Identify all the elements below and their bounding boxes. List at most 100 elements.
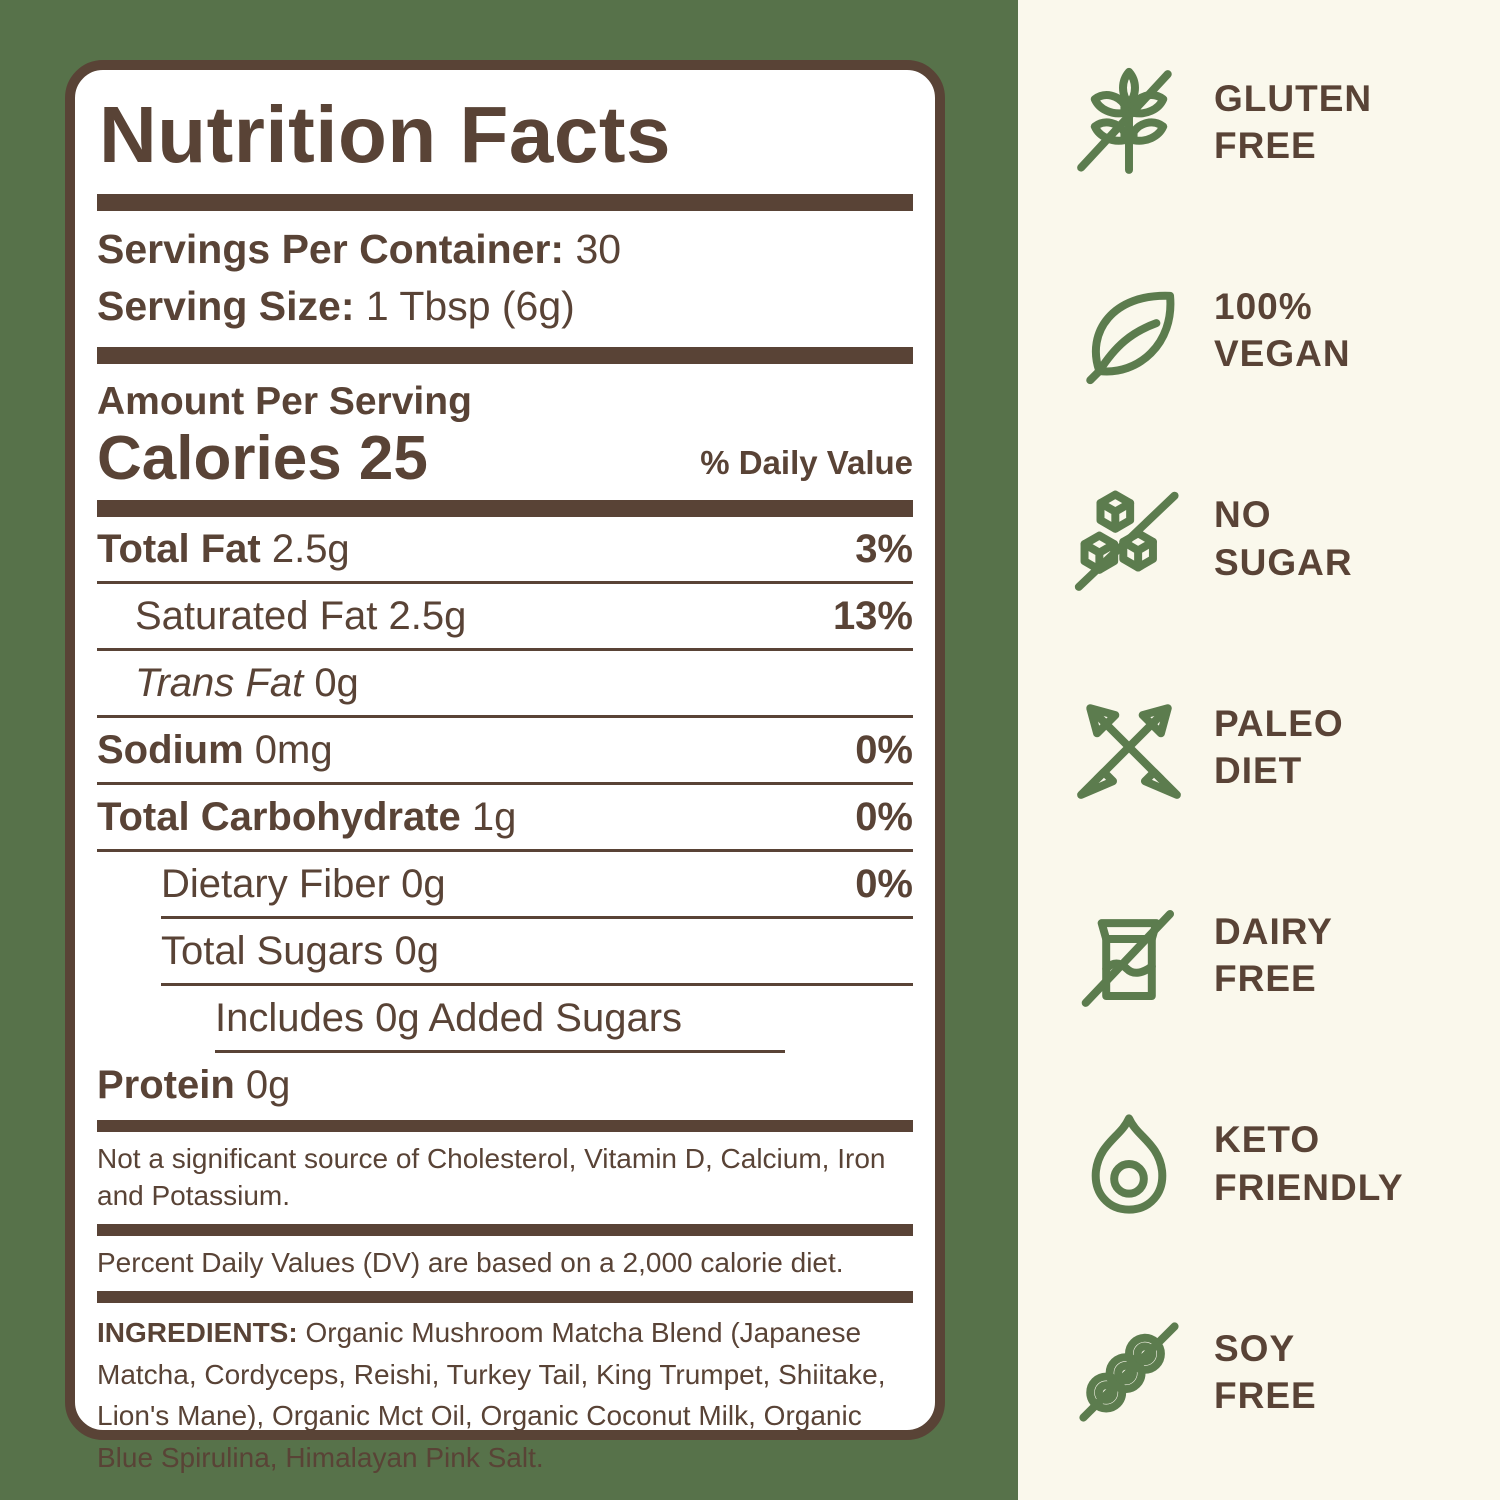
ingredients-text: Organic Mushroom Matcha Blend (Japanese …: [97, 1317, 886, 1473]
footnote-daily-values: Percent Daily Values (DV) are based on a…: [97, 1247, 844, 1279]
avocado-icon: [1070, 1105, 1188, 1223]
nutrient-amount: 2.5g: [388, 594, 467, 639]
nutrient-name-amount: Trans Fat 0g: [135, 660, 359, 706]
row-separator: [97, 581, 913, 585]
sugar-cubes-slash-icon: [1070, 480, 1188, 598]
ingredients: INGREDIENTS: Organic Mushroom Matcha Ble…: [97, 1312, 913, 1478]
nutrient-row: Saturated Fat 2.5g 13%: [97, 584, 913, 648]
milk-carton-slash-icon: [1070, 896, 1188, 1014]
serving-info: Servings Per Container: 30 Serving Size:…: [97, 221, 913, 336]
nutrient-name: Total Sugars: [161, 929, 384, 974]
nutrient-name: Includes 0g Added Sugars: [215, 996, 683, 1041]
nutrient-daily-value: 0%: [855, 862, 913, 907]
badge-dairy-free: DAIRY FREE: [1070, 891, 1490, 1019]
nutrient-amount: 0g: [401, 862, 446, 907]
servings-per-container: Servings Per Container: 30: [97, 221, 913, 278]
nutrient-amount: 1g: [471, 795, 517, 840]
serving-size-value: 1 Tbsp (6g): [365, 282, 575, 329]
badge-label: GLUTEN FREE: [1214, 75, 1372, 170]
leaf-icon: [1070, 271, 1188, 389]
badge-gluten-free: GLUTEN FREE: [1070, 58, 1490, 186]
nutrient-daily-value: 13%: [832, 594, 913, 639]
nutrient-name-amount: Dietary Fiber 0g: [161, 861, 446, 907]
nutrition-facts-label: Nutrition Facts Servings Per Container: …: [65, 60, 945, 1473]
badge-paleo-diet: PALEO DIET: [1070, 683, 1490, 811]
wheat-slash-icon: [1070, 63, 1188, 181]
badge-label-line: NO: [1214, 494, 1272, 536]
divider-bar: [97, 500, 913, 518]
nutrient-name: Saturated Fat: [135, 594, 378, 639]
nutrient-row: Sodium 0mg 0%: [97, 718, 913, 782]
divider-bar: [97, 347, 913, 365]
nutrient-name-amount: Sodium 0mg: [97, 727, 333, 773]
nutrient-row: Includes 0g Added Sugars: [97, 986, 913, 1050]
row-separator: [161, 916, 913, 920]
nutrient-name: Protein: [97, 1063, 235, 1108]
nutrient-name-amount: Saturated Fat 2.5g: [135, 593, 466, 639]
divider-bar: [97, 1120, 913, 1133]
daily-value-header: % Daily Value: [700, 444, 913, 482]
badge-label: NO SUGAR: [1214, 491, 1353, 586]
nutrient-daily-value: 0%: [855, 728, 913, 773]
servings-per-container-value: 30: [575, 225, 622, 272]
nutrient-name-amount: Total Carbohydrate 1g: [97, 794, 516, 840]
badge-label-line: GLUTEN: [1214, 77, 1373, 119]
badge-label: KETO FRIENDLY: [1214, 1116, 1404, 1211]
serving-size-label: Serving Size:: [97, 282, 355, 329]
nutrient-amount: 0g: [245, 1063, 291, 1108]
nutrient-daily-value: 0%: [855, 795, 913, 840]
badge-keto-friendly: KETO FRIENDLY: [1070, 1100, 1490, 1228]
nutrient-rows: Total Fat 2.5g 3% Saturated Fat 2.5g 13% Tra…: [97, 517, 913, 1117]
divider-bar: [97, 1224, 913, 1237]
nutrient-name-amount: Total Fat 2.5g: [97, 526, 350, 572]
nutrient-name: Total Fat: [97, 527, 261, 572]
crossed-arrows-icon: [1070, 688, 1188, 806]
nutrient-daily-value: 3%: [855, 527, 913, 572]
row-separator: [97, 715, 913, 719]
row-separator: [161, 983, 913, 987]
calories-row: Calories 25 % Daily Value: [97, 428, 913, 490]
nutrient-name-amount: Protein 0g: [97, 1062, 290, 1108]
footnote-sources: Not a significant source of Cholesterol,…: [97, 1143, 886, 1212]
badge-label-line: VEGAN: [1214, 333, 1351, 375]
divider-bar: [97, 1291, 913, 1304]
badge-label-line: DIET: [1214, 749, 1303, 791]
nutrient-row: Total Sugars 0g: [97, 919, 913, 983]
nutrient-name: Trans Fat: [135, 661, 304, 706]
nutrient-row: Trans Fat 0g: [97, 651, 913, 715]
badge-label-line: FREE: [1214, 958, 1317, 1000]
badge-label-line: PALEO: [1214, 702, 1344, 744]
calories-label: Calories: [97, 424, 342, 494]
badge-label: PALEO DIET: [1214, 700, 1344, 795]
badge-label-line: SUGAR: [1214, 541, 1353, 583]
nutrient-name: Sodium: [97, 728, 244, 773]
row-separator: [215, 1050, 785, 1054]
badge-soy-free: SOY FREE: [1070, 1308, 1490, 1436]
serving-size: Serving Size: 1 Tbsp (6g): [97, 278, 913, 335]
nutrient-row: Protein 0g: [97, 1053, 913, 1117]
badge-label-line: 100%: [1214, 285, 1313, 327]
badge-no-sugar: NO SUGAR: [1070, 475, 1490, 603]
nutrient-row: Total Fat 2.5g 3%: [97, 517, 913, 581]
row-separator: [97, 782, 913, 786]
row-separator: [97, 648, 913, 652]
badge-label: 100% VEGAN: [1214, 283, 1351, 378]
nutrient-name: Total Carbohydrate: [97, 795, 461, 840]
nutrient-row: Total Carbohydrate 1g 0%: [97, 785, 913, 849]
nutrient-name-amount: Includes 0g Added Sugars: [215, 995, 682, 1041]
badge-label-line: KETO: [1214, 1119, 1321, 1161]
badge-label-line: FREE: [1214, 1374, 1317, 1416]
badge-vegan: 100% VEGAN: [1070, 266, 1490, 394]
row-separator: [97, 849, 913, 853]
nutrient-name: Dietary Fiber: [161, 862, 390, 907]
badge-label: DAIRY FREE: [1214, 908, 1333, 1003]
nutrient-amount: 0g: [394, 929, 439, 974]
nutrient-row: Dietary Fiber 0g 0%: [97, 852, 913, 916]
ingredients-label: INGREDIENTS:: [97, 1317, 298, 1349]
nutrient-amount: 0g: [314, 661, 359, 706]
amount-per-serving-label: Amount Per Serving: [97, 380, 472, 424]
nutrient-amount: 2.5g: [271, 527, 350, 572]
servings-per-container-label: Servings Per Container:: [97, 225, 565, 272]
nutrition-facts-title: Nutrition Facts: [99, 90, 671, 179]
